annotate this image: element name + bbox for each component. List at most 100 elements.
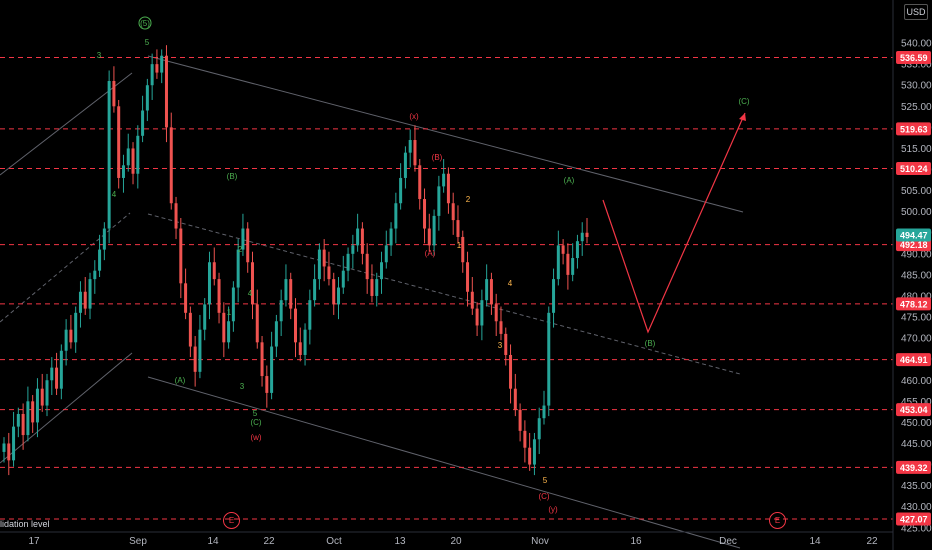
event-marker-e-1[interactable]: E <box>223 512 240 529</box>
candle-body <box>365 253 369 280</box>
candle-body <box>35 388 39 423</box>
candle-body <box>141 110 145 136</box>
candle-body <box>59 350 63 389</box>
candle-body <box>542 405 546 419</box>
candle-body <box>227 321 231 343</box>
candle-body <box>456 220 460 237</box>
y-tick-label: 530.00 <box>901 81 932 92</box>
y-tick-label: 430.00 <box>901 502 932 513</box>
y-tick-label: 515.00 <box>901 144 932 155</box>
channel-line <box>147 55 744 213</box>
x-tick-label: 14 <box>207 536 219 547</box>
price-level-tag-text: 510.24 <box>900 164 928 174</box>
wave-label: 4 <box>508 279 513 288</box>
candle-body <box>418 165 422 200</box>
wave-label: (5) <box>140 19 150 28</box>
event-marker-e-2[interactable]: E <box>769 512 786 529</box>
y-tick-label: 470.00 <box>901 334 932 345</box>
candle-body <box>317 249 321 280</box>
price-level-tag <box>896 512 931 526</box>
candle-body <box>446 173 450 204</box>
y-tick-label: 475.00 <box>901 313 932 324</box>
candle-body <box>423 199 427 229</box>
candle-body <box>155 64 159 73</box>
candle-body <box>26 401 30 436</box>
candle-body <box>384 245 388 263</box>
price-level-tag-text: 478.12 <box>900 299 928 309</box>
candle-body <box>360 228 364 254</box>
projection-arrowhead <box>739 113 746 121</box>
price-level-tag-text: 439.32 <box>900 463 928 473</box>
wave-label: (y) <box>548 505 558 514</box>
candle-body <box>45 380 49 406</box>
candle-body <box>40 388 44 406</box>
price-level-tag <box>896 460 931 474</box>
candle-body <box>523 430 527 448</box>
candle-body <box>136 135 140 174</box>
candle-body <box>31 401 35 423</box>
candle-body <box>217 279 221 313</box>
wave-label: 2 <box>466 195 471 204</box>
wave-label: 1 <box>227 308 232 317</box>
candle-body <box>270 346 274 393</box>
candle-body <box>485 279 489 301</box>
candle-body <box>126 148 130 166</box>
price-level-tag-text: 519.63 <box>900 124 928 134</box>
candle-body <box>552 279 556 313</box>
wave-label: (C) <box>538 492 549 501</box>
y-tick-label: 485.00 <box>901 270 932 281</box>
candle-body <box>556 245 560 280</box>
current-price-tag-text: 494.47 <box>900 230 928 240</box>
candle-body <box>88 279 92 309</box>
candle-body <box>561 245 565 254</box>
candle-body <box>403 152 407 178</box>
currency-badge[interactable]: USD <box>904 4 928 20</box>
wave-label: (A) <box>564 176 575 185</box>
candle-body <box>160 55 164 73</box>
candle-body <box>303 329 307 355</box>
candle-body <box>2 443 6 452</box>
x-tick-label: 16 <box>630 536 642 547</box>
wave-label: 1 <box>457 241 462 250</box>
wave-label: 4 <box>112 190 117 199</box>
candle-body <box>427 228 431 246</box>
candle-body <box>380 262 384 280</box>
candle-body <box>528 447 532 465</box>
wave-label: (B) <box>432 153 443 162</box>
price-level-tag <box>896 122 931 136</box>
candle-body <box>480 300 484 326</box>
candle-body <box>117 106 121 178</box>
wave-label: (A) <box>425 249 436 258</box>
candle-body <box>475 308 479 326</box>
candle-body <box>470 291 474 309</box>
candle-body <box>394 203 398 229</box>
candle-body <box>532 439 536 465</box>
wave-label: (B) <box>645 339 656 348</box>
candle-body <box>537 418 541 440</box>
candle-body <box>337 287 341 305</box>
channel-line <box>147 213 741 375</box>
candle-body <box>451 203 455 221</box>
candle-body <box>107 81 111 229</box>
candle-body <box>284 279 288 301</box>
candle-body <box>351 245 355 254</box>
price-level-tag-text: 536.59 <box>900 53 928 63</box>
x-tick-label: 20 <box>450 536 462 547</box>
candle-body <box>222 312 226 343</box>
candle-body <box>93 270 97 280</box>
candle-body <box>504 333 508 355</box>
candle-body <box>509 354 513 389</box>
candle-body <box>164 55 168 128</box>
candle-body <box>69 329 73 343</box>
candle-body <box>212 262 216 280</box>
wave-label: 5 <box>543 476 548 485</box>
candle-body <box>203 304 207 330</box>
y-tick-label: 450.00 <box>901 418 932 429</box>
wave-label: 5 <box>253 409 258 418</box>
candle-body <box>513 388 517 410</box>
price-level-tag-text: 453.04 <box>900 405 928 415</box>
candle-body <box>461 236 465 263</box>
candle-body <box>193 346 197 372</box>
